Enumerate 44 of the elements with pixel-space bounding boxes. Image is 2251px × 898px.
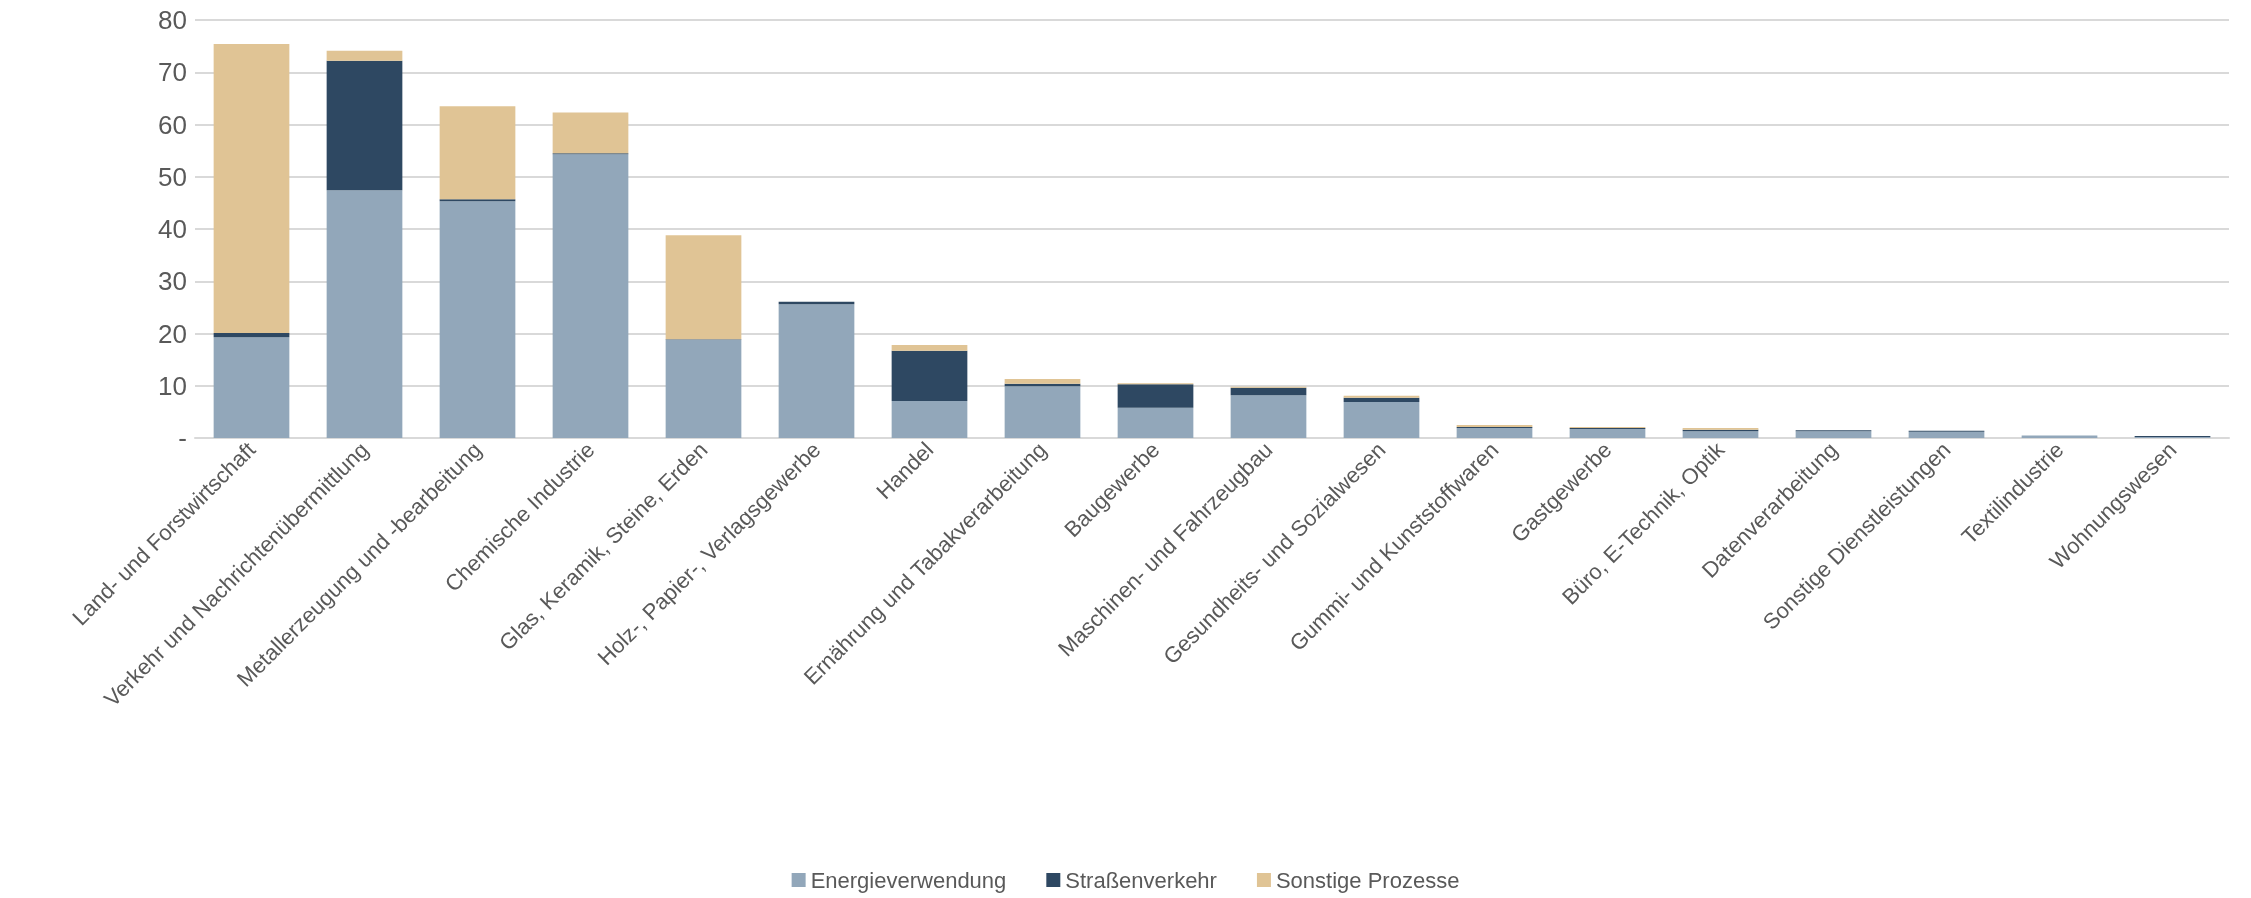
bar <box>1682 431 1759 438</box>
y-tick-label: 60 <box>158 109 187 140</box>
bar <box>552 112 629 154</box>
legend-label: Energieverwendung <box>810 867 1007 893</box>
bar <box>1343 401 1420 438</box>
bar <box>1117 407 1194 438</box>
bar <box>1230 395 1307 438</box>
legend-label: Straßenverkehr <box>1065 867 1217 893</box>
bar <box>665 339 742 438</box>
bar <box>326 50 403 61</box>
bar <box>326 60 403 191</box>
y-tick-label: 20 <box>158 318 187 349</box>
bar <box>1908 431 1985 438</box>
bar <box>439 199 516 202</box>
bar <box>1004 378 1081 384</box>
bar <box>1343 395 1420 398</box>
bar <box>665 235 742 340</box>
legend-label: Sonstige Prozesse <box>1275 867 1460 893</box>
bar <box>1456 428 1533 438</box>
bar <box>213 337 290 438</box>
y-tick-label: 30 <box>158 266 187 297</box>
bar <box>213 44 290 333</box>
bar <box>891 345 968 351</box>
bar <box>1004 386 1081 438</box>
y-tick-label: 10 <box>158 370 187 401</box>
bar <box>213 332 290 338</box>
bar <box>891 400 968 438</box>
bar <box>552 154 629 438</box>
bar <box>439 106 516 200</box>
bar <box>1569 429 1646 438</box>
bar <box>1343 397 1420 402</box>
bar <box>1117 384 1194 408</box>
bar <box>778 304 855 438</box>
y-tick-label: 70 <box>158 57 187 88</box>
y-tick-label: 40 <box>158 214 187 244</box>
y-tick-label: 50 <box>158 161 187 192</box>
bar <box>439 201 516 438</box>
bar <box>2021 435 2098 438</box>
bar <box>1795 431 1872 438</box>
y-tick-label: - <box>178 423 187 453</box>
bar <box>891 350 968 401</box>
y-tick-label: 80 <box>158 5 187 35</box>
bar <box>1230 387 1307 396</box>
bar <box>326 190 403 438</box>
